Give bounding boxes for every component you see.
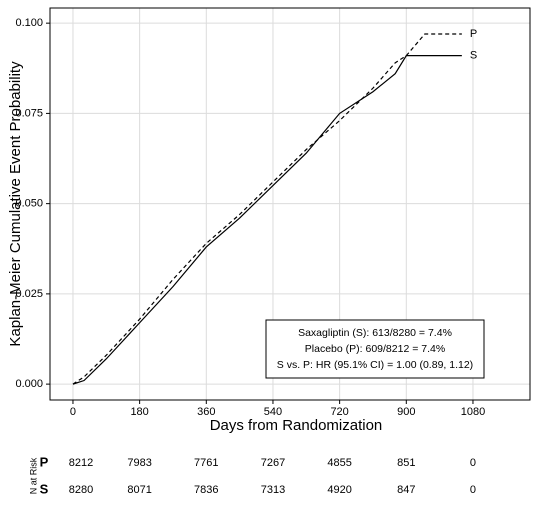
risk-row-label: P: [40, 454, 49, 469]
risk-count: 0: [470, 457, 476, 469]
y-tick-label: 0.075: [15, 107, 43, 119]
y-axis-title: Kaplan-Meier Cumulative Event Probabilit…: [7, 61, 24, 347]
annotation-box: [265, 319, 485, 379]
risk-count: 4920: [327, 484, 351, 496]
annotation-text: Saxagliptin (S): 613/8280 = 7.4%: [298, 327, 452, 339]
risk-table-label: N at Risk: [28, 457, 38, 494]
risk-count: 851: [397, 457, 415, 469]
x-tick-label: 360: [197, 406, 215, 418]
x-tick-label: 0: [70, 406, 76, 418]
plot-border: [49, 7, 531, 401]
risk-count: 7313: [261, 484, 285, 496]
risk-count: 8212: [69, 457, 93, 469]
risk-count: 7983: [127, 457, 151, 469]
x-tick-label: 900: [397, 406, 415, 418]
x-axis-title: Days from Randomization: [210, 417, 383, 434]
km-curve: [72, 55, 462, 385]
x-tick-label: 540: [264, 406, 282, 418]
km-curve: [72, 33, 462, 385]
risk-count: 0: [470, 484, 476, 496]
y-tick-label: 0.025: [15, 288, 43, 300]
annotation-text: Placebo (P): 609/8212 = 7.4%: [305, 343, 445, 355]
risk-count: 7761: [194, 457, 218, 469]
x-tick-label: 720: [330, 406, 348, 418]
risk-row-label: S: [40, 481, 49, 496]
y-tick-label: 0.100: [15, 17, 43, 29]
risk-count: 8071: [127, 484, 151, 496]
risk-count: 847: [397, 484, 415, 496]
risk-count: 7267: [261, 457, 285, 469]
y-tick-label: 0.050: [15, 198, 43, 210]
x-tick-label: 1080: [461, 406, 485, 418]
series-label: P: [470, 28, 477, 40]
series-label: S: [470, 50, 477, 62]
risk-count: 7836: [194, 484, 218, 496]
y-tick-label: 0.000: [15, 378, 43, 390]
x-tick-label: 180: [130, 406, 148, 418]
risk-count: 8280: [69, 484, 93, 496]
risk-count: 4855: [327, 457, 351, 469]
annotation-text: S vs. P: HR (95.1% CI) = 1.00 (0.89, 1.1…: [277, 359, 473, 371]
